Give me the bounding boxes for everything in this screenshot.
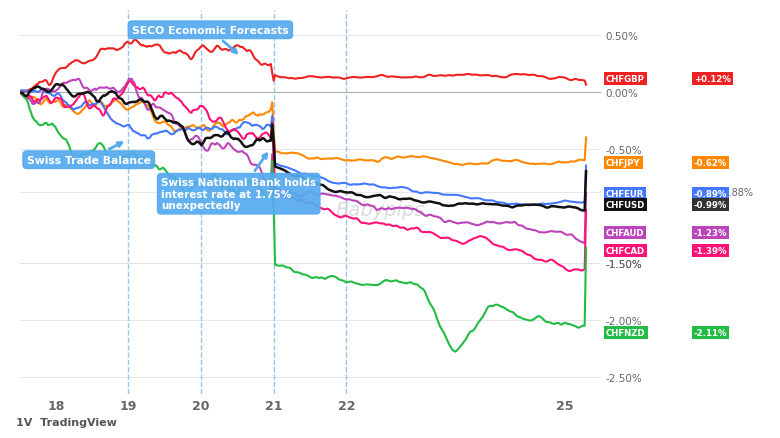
Text: -0.99%: -0.99% xyxy=(694,201,727,210)
Text: CHFJPY: CHFJPY xyxy=(606,159,640,168)
Text: +0.12%: +0.12% xyxy=(694,75,731,84)
Text: Babypips: Babypips xyxy=(335,201,424,220)
Text: Swiss Trade Balance: Swiss Trade Balance xyxy=(27,143,151,165)
Text: CHFEUR: CHFEUR xyxy=(606,190,644,198)
Text: Swiss National Bank holds
interest rate at 1.75%
unexpectedly: Swiss National Bank holds interest rate … xyxy=(161,155,316,211)
Text: CHFGBP: CHFGBP xyxy=(606,75,645,84)
Text: CHFNZD: CHFNZD xyxy=(606,328,646,337)
Text: CHFUSD: CHFUSD xyxy=(606,201,645,210)
Text: -0.62%: -0.62% xyxy=(694,159,727,168)
Text: CHFCAD: CHFCAD xyxy=(606,247,645,255)
Text: -2.11%: -2.11% xyxy=(694,328,728,337)
Text: -0.89%: -0.89% xyxy=(694,190,727,198)
Text: CHFAUD: CHFAUD xyxy=(606,228,644,237)
Text: 1V  TradingView: 1V TradingView xyxy=(16,417,116,427)
Text: -1.23%: -1.23% xyxy=(694,228,728,237)
Text: -0.88%: -0.88% xyxy=(719,188,753,198)
Text: -1.39%: -1.39% xyxy=(694,247,728,255)
Text: SECO Economic Forecasts: SECO Economic Forecasts xyxy=(132,26,289,54)
